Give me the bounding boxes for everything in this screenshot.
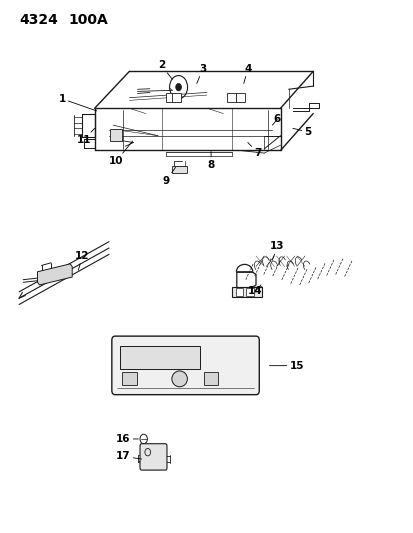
Polygon shape (38, 264, 72, 285)
Text: 16: 16 (116, 434, 138, 444)
Text: 14: 14 (247, 285, 262, 296)
Text: 4324: 4324 (19, 13, 58, 27)
Text: 12: 12 (75, 251, 90, 270)
FancyBboxPatch shape (204, 372, 218, 385)
Ellipse shape (171, 371, 187, 387)
Text: 1: 1 (58, 94, 97, 111)
Text: 100A: 100A (68, 13, 108, 27)
Text: 11: 11 (76, 128, 95, 145)
Text: 13: 13 (269, 241, 284, 260)
Text: 3: 3 (196, 64, 206, 84)
Text: 9: 9 (162, 167, 175, 185)
Text: 7: 7 (247, 142, 261, 158)
Text: 2: 2 (157, 60, 172, 79)
FancyBboxPatch shape (140, 443, 166, 470)
Text: 15: 15 (269, 361, 304, 370)
Text: 17: 17 (116, 451, 141, 462)
FancyBboxPatch shape (246, 288, 253, 296)
Text: 6: 6 (272, 115, 280, 125)
FancyBboxPatch shape (110, 130, 121, 141)
FancyBboxPatch shape (120, 346, 199, 369)
Text: 4: 4 (243, 64, 251, 84)
Text: 10: 10 (109, 141, 132, 166)
FancyBboxPatch shape (231, 287, 261, 297)
FancyBboxPatch shape (166, 93, 175, 102)
FancyBboxPatch shape (226, 93, 235, 102)
FancyBboxPatch shape (122, 372, 136, 385)
FancyBboxPatch shape (171, 93, 180, 102)
FancyBboxPatch shape (235, 288, 242, 296)
FancyBboxPatch shape (235, 93, 244, 102)
Text: 5: 5 (292, 127, 311, 137)
FancyBboxPatch shape (112, 336, 259, 394)
Text: 8: 8 (207, 151, 214, 169)
Circle shape (175, 84, 181, 91)
FancyBboxPatch shape (172, 166, 186, 173)
